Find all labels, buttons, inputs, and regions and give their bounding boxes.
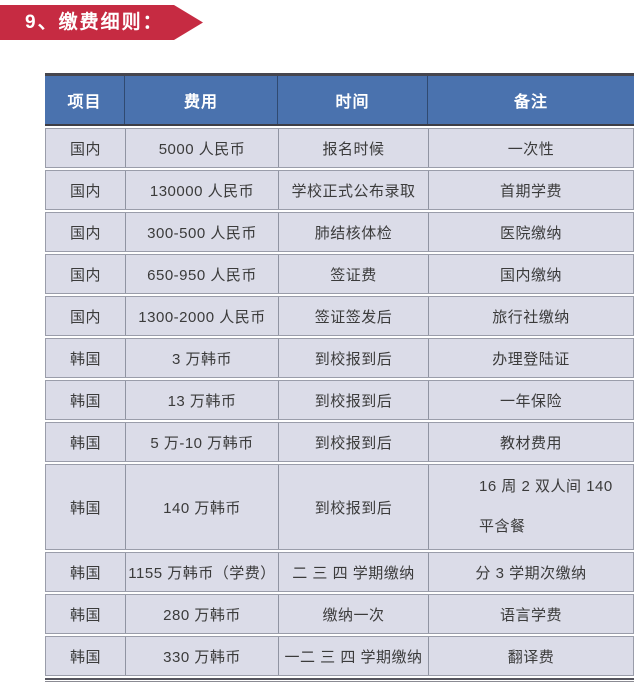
- table-row: 韩国 330 万韩币 一二 三 四 学期缴纳 翻译费: [45, 636, 634, 676]
- cell-item: 国内: [69, 266, 101, 284]
- header-cell-fee: 费用: [124, 76, 277, 124]
- cell-time: 到校报到后: [278, 339, 428, 377]
- cell-remark: 医院缴纳: [428, 213, 633, 251]
- cell-item: 韩国: [69, 648, 101, 666]
- table-row: 韩国 280 万韩币 缴纳一次 语言学费: [45, 594, 634, 634]
- cell-item: 韩国: [69, 434, 101, 452]
- cell-fee: 330 万韩币: [125, 637, 278, 675]
- table-row: 韩国 140 万韩币 到校报到后 16 周 2 双人间 140 平含餐: [45, 464, 634, 550]
- cell-remark: 教材费用: [428, 423, 633, 461]
- cell-remark: 国内缴纳: [428, 255, 633, 293]
- cell-time: 缴纳一次: [278, 595, 428, 633]
- cell-remark: 翻译费: [428, 637, 633, 675]
- cell-time: 到校报到后: [278, 381, 428, 419]
- cell-remark: 分 3 学期次缴纳: [428, 553, 633, 591]
- cell-remark: 旅行社缴纳: [428, 297, 633, 335]
- cell-time: 学校正式公布录取: [278, 171, 428, 209]
- table-row: 国内 5000 人民币 报名时候 一次性: [45, 128, 634, 168]
- cell-fee: 280 万韩币: [125, 595, 278, 633]
- cell-fee: 3 万韩币: [125, 339, 278, 377]
- cell-time: 签证签发后: [278, 297, 428, 335]
- cell-remark: 一年保险: [428, 381, 633, 419]
- cell-fee: 1300-2000 人民币: [125, 297, 278, 335]
- cell-remark: 一次性: [428, 129, 633, 167]
- cell-item: 国内: [69, 224, 101, 242]
- cell-item: 国内: [69, 182, 101, 200]
- cell-fee: 130000 人民币: [125, 171, 278, 209]
- section-ribbon: 9、缴费细则：: [0, 5, 203, 40]
- payment-table: 项目 费用 时间 备注 国内 5000 人民币 报名时候 一次性 国内 1300…: [45, 73, 634, 682]
- cell-item: 国内: [69, 308, 101, 326]
- table-row: 韩国 3 万韩币 到校报到后 办理登陆证: [45, 338, 634, 378]
- cell-time: 报名时候: [278, 129, 428, 167]
- cell-fee: 650-950 人民币: [125, 255, 278, 293]
- cell-fee: 5000 人民币: [125, 129, 278, 167]
- cell-item: 国内: [69, 140, 101, 158]
- cell-time: 到校报到后: [278, 423, 428, 461]
- cell-fee: 300-500 人民币: [125, 213, 278, 251]
- cell-fee: 1155 万韩币（学费）: [125, 553, 278, 591]
- cell-item: 韩国: [69, 350, 101, 368]
- cell-fee: 140 万韩币: [125, 465, 278, 549]
- cell-remark: 办理登陆证: [428, 339, 633, 377]
- cell-time: 到校报到后: [278, 465, 428, 549]
- header-cell-remark: 备注: [427, 76, 634, 124]
- table-row: 国内 1300-2000 人民币 签证签发后 旅行社缴纳: [45, 296, 634, 336]
- cell-time: 一二 三 四 学期缴纳: [278, 637, 428, 675]
- table-row: 韩国 1155 万韩币（学费） 二 三 四 学期缴纳 分 3 学期次缴纳: [45, 552, 634, 592]
- cell-item: 韩国: [69, 499, 101, 517]
- table-row: 国内 650-950 人民币 签证费 国内缴纳: [45, 254, 634, 294]
- table-top-border: [45, 73, 634, 76]
- cell-remark: 首期学费: [428, 171, 633, 209]
- table-row: 韩国 13 万韩币 到校报到后 一年保险: [45, 380, 634, 420]
- cell-time: 签证费: [278, 255, 428, 293]
- header-cell-time: 时间: [277, 76, 427, 124]
- table-body: 国内 5000 人民币 报名时候 一次性 国内 130000 人民币 学校正式公…: [45, 128, 634, 676]
- header-cell-item: 项目: [67, 94, 102, 111]
- table-row: 国内 300-500 人民币 肺结核体检 医院缴纳: [45, 212, 634, 252]
- cell-remark: 16 周 2 双人间 140 平含餐: [428, 465, 633, 549]
- cell-item: 韩国: [69, 606, 101, 624]
- cell-fee: 5 万-10 万韩币: [125, 423, 278, 461]
- table-row: 国内 130000 人民币 学校正式公布录取 首期学费: [45, 170, 634, 210]
- section-title: 9、缴费细则：: [25, 12, 164, 33]
- cell-time: 肺结核体检: [278, 213, 428, 251]
- cell-time: 二 三 四 学期缴纳: [278, 553, 428, 591]
- cell-remark: 语言学费: [428, 595, 633, 633]
- cell-fee: 13 万韩币: [125, 381, 278, 419]
- table-header-row: 项目 费用 时间 备注: [45, 76, 634, 126]
- table-row: 韩国 5 万-10 万韩币 到校报到后 教材费用: [45, 422, 634, 462]
- cell-item: 韩国: [69, 392, 101, 410]
- cell-item: 韩国: [69, 564, 101, 582]
- table-bottom-border: [45, 678, 634, 682]
